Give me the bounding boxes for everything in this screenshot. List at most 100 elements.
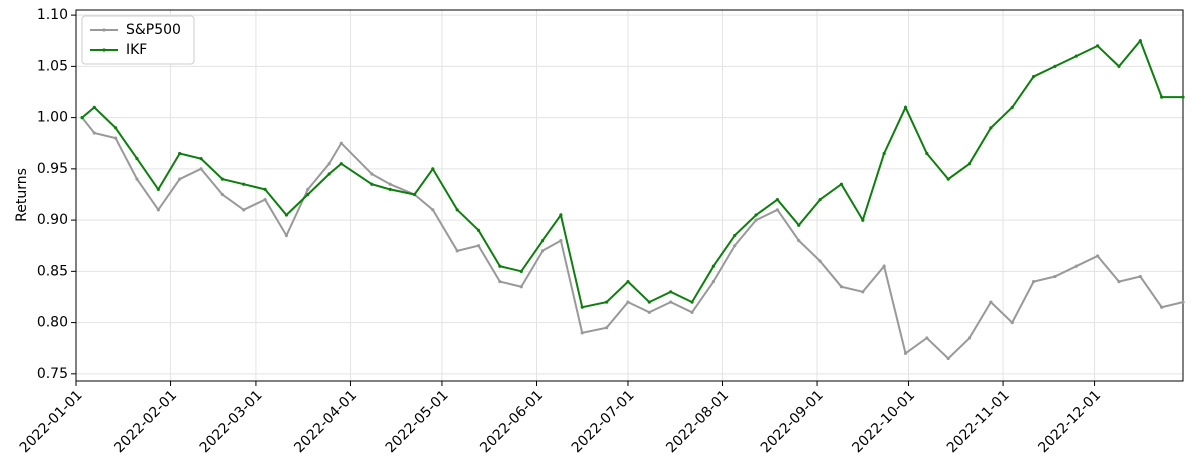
point <box>1160 305 1164 309</box>
point <box>1096 44 1100 48</box>
x-tick-label: 2022-02-01 <box>111 387 180 456</box>
point <box>431 208 435 212</box>
point <box>1117 279 1121 284</box>
point <box>754 218 758 222</box>
y-axis-label: Returns <box>14 168 30 222</box>
x-tick-label: 2022-07-01 <box>569 387 638 456</box>
point <box>220 192 224 197</box>
point <box>1160 95 1164 99</box>
point <box>861 290 865 294</box>
point <box>263 187 267 191</box>
point <box>626 300 630 304</box>
point <box>498 279 502 284</box>
point <box>455 249 459 253</box>
point <box>199 167 203 171</box>
point <box>559 238 563 243</box>
point <box>818 259 822 263</box>
point <box>626 279 630 284</box>
point <box>733 244 737 248</box>
point <box>903 105 908 109</box>
point <box>178 177 182 181</box>
point <box>1096 254 1100 258</box>
legend-marker <box>102 28 106 32</box>
x-tick-label: 2022-09-01 <box>758 387 827 456</box>
point <box>1053 64 1057 68</box>
point <box>339 162 343 166</box>
point <box>647 300 651 304</box>
point <box>1031 279 1036 284</box>
series-line <box>81 38 1183 309</box>
point <box>327 172 331 176</box>
point <box>327 162 331 166</box>
point <box>775 208 780 212</box>
y-tick-label: 0.95 <box>37 161 68 177</box>
legend-label: IKF <box>126 42 147 58</box>
point <box>242 208 246 212</box>
point <box>559 213 563 217</box>
x-tick-label: 2022-11-01 <box>944 387 1013 456</box>
point <box>605 300 609 304</box>
point <box>882 264 886 268</box>
point <box>690 310 694 314</box>
x-tick-label: 2022-05-01 <box>383 387 452 456</box>
plot-frame <box>75 9 1184 382</box>
point <box>306 192 310 197</box>
point <box>114 126 118 130</box>
point <box>797 238 801 243</box>
point <box>339 141 343 145</box>
point <box>925 336 929 340</box>
x-tick-label: 2022-08-01 <box>663 387 732 456</box>
point <box>967 162 972 166</box>
point <box>388 182 392 186</box>
point <box>775 197 780 202</box>
point <box>306 187 310 191</box>
point <box>605 326 609 330</box>
point <box>519 269 523 273</box>
point <box>861 218 865 222</box>
point <box>903 351 908 355</box>
point <box>455 208 459 212</box>
point <box>388 187 392 191</box>
point <box>263 197 267 202</box>
y-tick-label: 0.90 <box>37 212 68 228</box>
point <box>1138 274 1142 279</box>
point <box>882 151 886 156</box>
point <box>1074 264 1078 268</box>
point <box>370 182 374 186</box>
point <box>1053 274 1057 279</box>
point <box>135 177 139 181</box>
point <box>946 177 950 181</box>
point <box>431 167 435 171</box>
point <box>370 172 374 176</box>
y-tick-label: 0.75 <box>37 366 68 382</box>
point <box>80 116 84 120</box>
point <box>711 264 715 268</box>
legend-marker <box>102 48 106 52</box>
point <box>220 177 224 181</box>
point <box>967 336 972 340</box>
point <box>839 182 844 186</box>
point <box>284 213 289 217</box>
point <box>540 238 545 243</box>
y-tick-label: 1.00 <box>37 110 68 126</box>
point <box>1117 64 1121 68</box>
point <box>669 290 673 294</box>
point <box>754 213 758 217</box>
y-tick-label: 1.05 <box>37 58 68 74</box>
point <box>1181 95 1185 99</box>
point <box>540 249 545 253</box>
point <box>711 279 715 284</box>
point <box>580 331 584 335</box>
point <box>733 233 737 238</box>
point <box>946 356 950 361</box>
x-tick-label: 2022-06-01 <box>477 387 546 456</box>
legend-box <box>81 15 195 65</box>
point <box>925 151 929 156</box>
point <box>1010 105 1014 109</box>
x-tick-label: 2022-03-01 <box>197 387 266 456</box>
point <box>476 228 481 232</box>
point <box>498 264 502 268</box>
point <box>92 105 96 109</box>
point <box>669 300 673 304</box>
point <box>412 192 417 197</box>
